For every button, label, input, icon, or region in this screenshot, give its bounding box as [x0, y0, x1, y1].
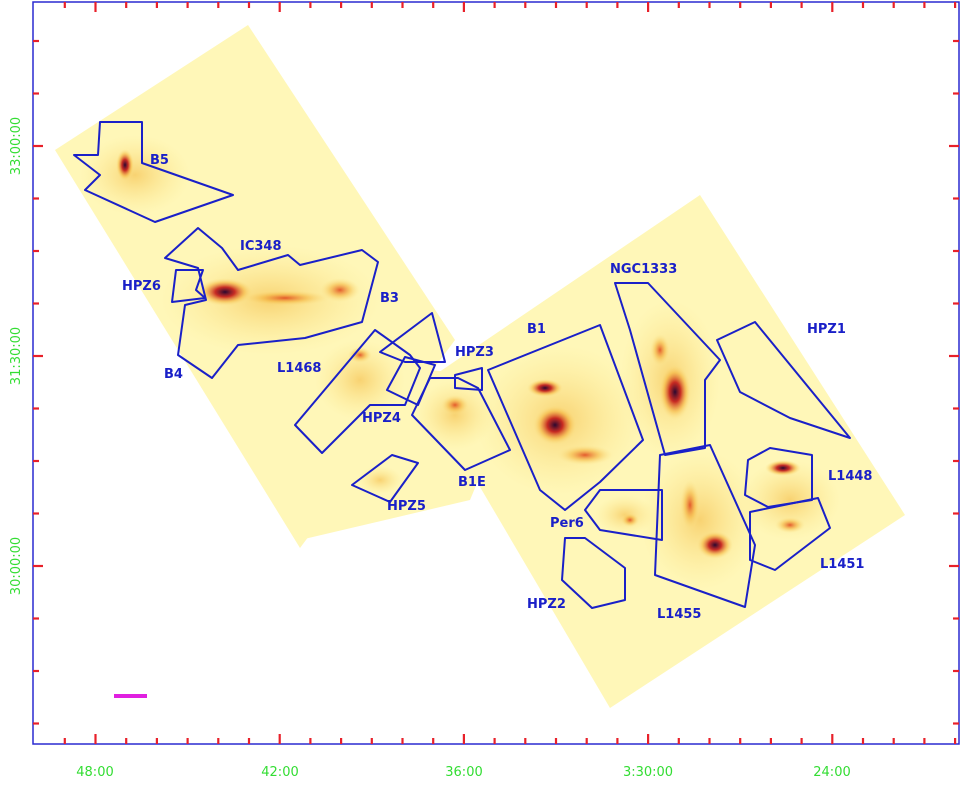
core-b5 — [116, 149, 134, 181]
label-l1451: L1451 — [820, 557, 864, 572]
label-hpz5: HPZ5 — [387, 499, 426, 514]
label-l1455: L1455 — [657, 607, 701, 622]
label-hpz4: HPZ4 — [362, 411, 401, 426]
label-b1: B1 — [527, 322, 546, 337]
x-tick-label-5: 24:00 — [813, 765, 850, 780]
core-b1-main — [533, 405, 577, 445]
core-ic348-east — [320, 278, 360, 302]
outline-hpz4 — [386, 356, 436, 406]
y-tick-labels: 33:00:00 31:30:00 30:00:00 — [9, 117, 24, 595]
core-b1-tail — [557, 445, 613, 465]
y-tick-label-1: 33:00:00 — [9, 117, 24, 175]
x-tick-label-2: 42:00 — [261, 765, 298, 780]
core-b1e — [441, 395, 469, 415]
plot-frame — [32, 1, 960, 745]
x-tick-labels: 48:00 42:00 36:00 3:30:00 24:00 — [76, 765, 850, 780]
outline-hpz3 — [454, 367, 483, 391]
x-tick-label-4: 3:30:00 — [623, 765, 673, 780]
label-per6: Per6 — [550, 516, 584, 531]
label-hpz1: HPZ1 — [807, 322, 846, 337]
dense-cores — [116, 149, 805, 559]
outline-ic348 — [164, 227, 379, 379]
outline-b1e — [411, 377, 511, 471]
outline-hpz6 — [171, 269, 206, 303]
outline-b1 — [487, 324, 644, 511]
label-hpz3: HPZ3 — [455, 345, 494, 360]
label-hpz6: HPZ6 — [122, 279, 161, 294]
x-tick-label-1: 48:00 — [76, 765, 113, 780]
core-ngc1333-north — [650, 334, 670, 366]
outline-per6 — [584, 489, 663, 541]
outline-ngc1333 — [614, 282, 721, 456]
outline-hpz5 — [351, 454, 419, 503]
core-l1455 — [697, 531, 733, 559]
outline-l1468 — [294, 329, 421, 454]
label-ic348: IC348 — [240, 239, 282, 254]
outline-l1451 — [749, 497, 831, 571]
emission-l1448-diffuse — [740, 460, 840, 540]
core-per6 — [621, 513, 639, 527]
label-l1448: L1448 — [828, 469, 872, 484]
y-tick-label-2: 31:30:00 — [9, 327, 24, 385]
emission-l1455-diffuse — [640, 450, 760, 590]
label-b4: B4 — [164, 367, 183, 382]
region-outlines — [73, 121, 851, 609]
core-ic348 — [197, 278, 253, 306]
emission-l1468-diffuse — [315, 340, 405, 420]
emission-b5-diffuse — [80, 135, 190, 215]
outline-b3 — [379, 312, 446, 363]
core-ngc1333 — [659, 364, 691, 420]
label-b1e: B1E — [458, 475, 486, 490]
label-hpz2: HPZ2 — [527, 597, 566, 612]
region-labels: B5 IC348 HPZ6 B3 B4 L1468 HPZ3 HPZ4 B1 N… — [122, 153, 872, 622]
outline-hpz2 — [561, 537, 626, 609]
label-l1468: L1468 — [277, 361, 321, 376]
label-ngc1333: NGC1333 — [610, 262, 677, 277]
core-l1448 — [765, 460, 801, 476]
label-b3: B3 — [380, 291, 399, 306]
y-tick-label-3: 30:00:00 — [9, 537, 24, 595]
core-b1-north — [527, 379, 563, 397]
core-l1468 — [348, 347, 372, 363]
outline-hpz1 — [716, 321, 851, 439]
x-tick-label-3: 36:00 — [445, 765, 482, 780]
axis-ticks — [33, 2, 959, 744]
outline-b5 — [73, 121, 234, 223]
outline-l1455 — [654, 444, 756, 608]
core-l1455-north — [680, 480, 700, 530]
core-ic348-filament — [240, 290, 330, 306]
label-b5: B5 — [150, 153, 169, 168]
core-l1451 — [775, 517, 805, 533]
